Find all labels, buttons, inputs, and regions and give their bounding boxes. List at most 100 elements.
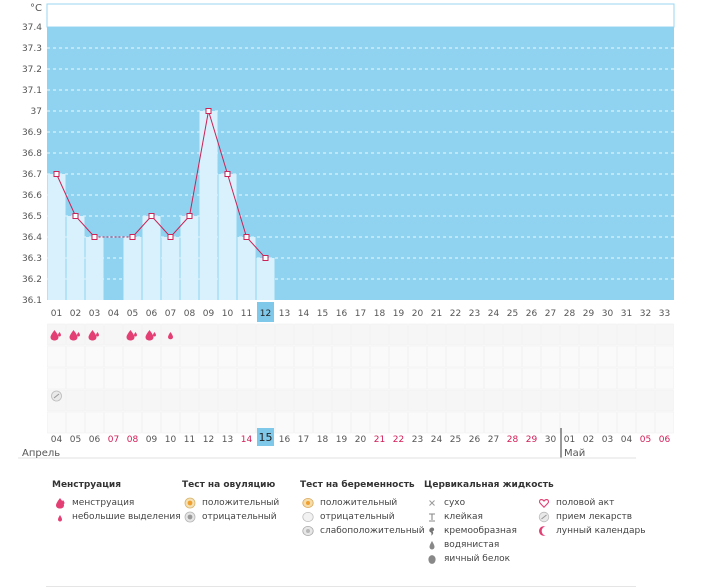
calendar-date-label: 12 [203, 435, 214, 445]
calendar-date-label: 07 [108, 435, 119, 445]
symptom-cell [180, 411, 199, 434]
symptom-cell [522, 367, 541, 390]
symptom-cell [522, 389, 541, 412]
symptom-cell [389, 345, 408, 368]
symptom-cell [503, 323, 522, 346]
temperature-point [186, 213, 193, 219]
y-tick-label: 37.3 [22, 44, 42, 54]
y-axis-unit: °C [30, 3, 42, 14]
symptom-cell [446, 389, 465, 412]
menstruation-heavy-mark [50, 330, 61, 341]
cycle-day-label: 26 [526, 309, 538, 319]
cycle-day-label: 16 [336, 309, 348, 319]
temperature-point [91, 234, 98, 240]
cycle-day-label: 06 [146, 309, 158, 319]
y-tick-label: 36.6 [22, 191, 42, 201]
symptom-cell [465, 411, 484, 434]
legend-item-dry-label: сухо [444, 498, 466, 508]
symptom-cell [161, 367, 180, 390]
symptom-cell [370, 389, 389, 412]
symptom-cell [237, 345, 256, 368]
symptom-cell [484, 367, 503, 390]
temperature-point [224, 171, 231, 177]
symptom-cell [579, 389, 598, 412]
y-tick-label: 36.3 [22, 254, 42, 264]
cycle-day-label: 17 [355, 309, 366, 319]
calendar-date-label: 13 [222, 435, 233, 445]
symptom-cell [85, 411, 104, 434]
temperature-point [72, 213, 79, 219]
calendar-date-label: 26 [469, 435, 481, 445]
symptom-cell [522, 345, 541, 368]
y-tick-label: 37 [31, 107, 42, 117]
symptom-cell [370, 411, 389, 434]
symptom-cell [351, 345, 370, 368]
y-tick-label: 37.1 [22, 86, 42, 96]
symptom-cell [256, 323, 275, 346]
symptom-cell [579, 367, 598, 390]
plot-top-band [46, 3, 675, 28]
calendar-date-label: 20 [355, 435, 367, 445]
symptom-cell [47, 367, 66, 390]
calendar-date-label: 18 [317, 435, 329, 445]
calendar-date-label: 05 [640, 435, 651, 445]
cycle-day-label: 04 [108, 309, 120, 319]
calendar-date-label: 06 [89, 435, 101, 445]
symptom-cell [617, 323, 636, 346]
symptom-cell [275, 323, 294, 346]
y-tick-label: 36.9 [22, 128, 42, 138]
symptom-cell [598, 345, 617, 368]
symptom-cell [47, 411, 66, 434]
legend-item-creamy-label: кремообразная [444, 526, 517, 536]
symptom-cell [446, 323, 465, 346]
symptom-cell [560, 367, 579, 390]
temperature-point [148, 213, 155, 219]
symptom-cell [408, 411, 427, 434]
symptom-cell [484, 411, 503, 434]
legend-item-medication: прием лекарств [536, 510, 646, 524]
symptom-cell [408, 367, 427, 390]
watery-drop-icon [429, 541, 435, 550]
legend-ovulation: Тест на овуляцию положительный отрицател… [182, 480, 279, 524]
symptom-cell [655, 345, 674, 368]
symptom-cell [256, 345, 275, 368]
legend-menstruation-title: Менструация [52, 480, 121, 490]
symptom-cell [560, 345, 579, 368]
temperature-bar [180, 216, 199, 300]
pregnancy-negative-icon [302, 512, 314, 522]
symptom-cell [389, 389, 408, 412]
symptom-cell [85, 367, 104, 390]
legend-pregnancy: Тест на беременность положительный отриц… [300, 480, 425, 538]
symptom-cell [484, 389, 503, 412]
symptom-cell [541, 411, 560, 434]
symptom-cell [294, 367, 313, 390]
symptom-cell [47, 345, 66, 368]
symptom-cell [465, 345, 484, 368]
symptom-cell [332, 367, 351, 390]
symptom-cell [66, 411, 85, 434]
legend-item-pregnancy-positive-label: положительный [320, 498, 398, 508]
symptom-cell [389, 411, 408, 434]
temperature-bar [66, 216, 85, 300]
symptom-cell [655, 389, 674, 412]
medication-mark-line [53, 393, 60, 399]
temperature-point [53, 171, 60, 177]
cycle-day-label: 01 [51, 309, 62, 319]
symptom-cell [218, 389, 237, 412]
symptom-cell [541, 367, 560, 390]
symptom-cell [560, 323, 579, 346]
symptom-cell [598, 411, 617, 434]
calendar-date-label: 21 [374, 435, 385, 445]
ovulation-negative-icon [184, 511, 196, 523]
today-highlight [257, 428, 274, 446]
y-tick-label: 36.5 [22, 212, 42, 222]
temperature-bar [142, 216, 161, 300]
menstruation-heavy-mark [69, 330, 80, 341]
symptom-cell [256, 367, 275, 390]
symptom-cell [104, 411, 123, 434]
symptom-cell [541, 389, 560, 412]
cycle-day-label: 03 [89, 309, 100, 319]
legend-item-pregnancy-positive: положительный [300, 496, 425, 510]
symptom-cell [142, 367, 161, 390]
y-tick-label: 36.7 [22, 170, 42, 180]
